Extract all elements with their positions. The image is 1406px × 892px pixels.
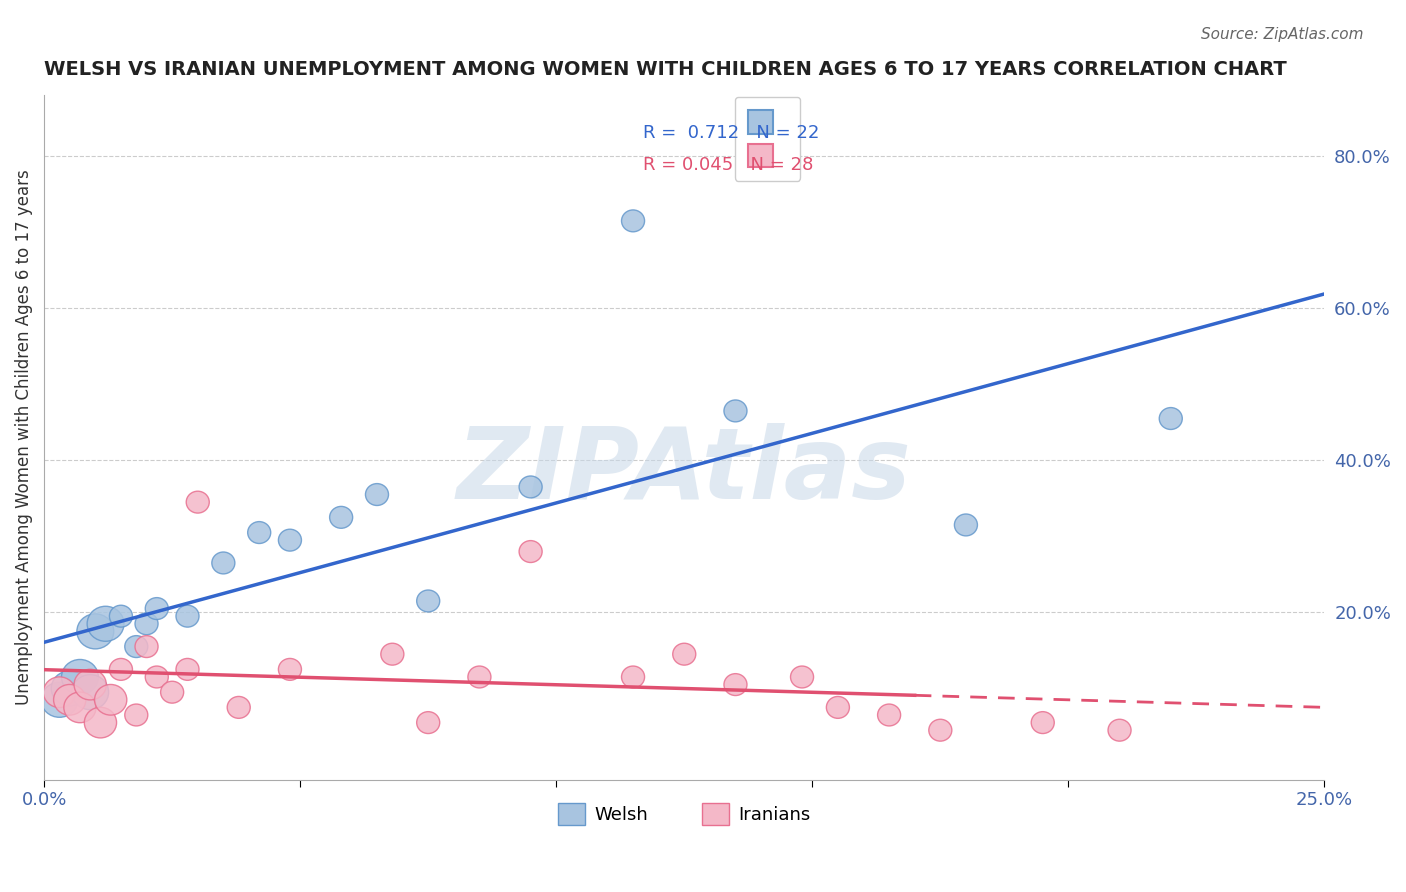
Ellipse shape [621,666,644,688]
Ellipse shape [519,476,543,498]
Legend: Welsh, Iranians: Welsh, Iranians [551,796,818,832]
Ellipse shape [63,692,96,723]
Ellipse shape [53,684,86,715]
Ellipse shape [790,666,814,688]
Ellipse shape [1108,719,1130,741]
Ellipse shape [212,552,235,574]
Text: R = 0.045   N = 28: R = 0.045 N = 28 [644,156,814,174]
Y-axis label: Unemployment Among Women with Children Ages 6 to 17 years: Unemployment Among Women with Children A… [15,169,32,706]
Ellipse shape [75,669,107,700]
Ellipse shape [672,643,696,665]
Ellipse shape [176,606,200,627]
Ellipse shape [877,704,901,726]
Ellipse shape [929,719,952,741]
Ellipse shape [955,514,977,536]
Ellipse shape [519,541,543,563]
Text: ZIPAtlas: ZIPAtlas [457,423,911,520]
Ellipse shape [1159,408,1182,429]
Ellipse shape [41,682,77,717]
Ellipse shape [724,673,747,696]
Ellipse shape [44,677,76,707]
Ellipse shape [366,483,388,506]
Ellipse shape [94,684,127,715]
Ellipse shape [416,712,440,733]
Ellipse shape [621,210,644,232]
Ellipse shape [381,643,404,665]
Ellipse shape [72,674,108,710]
Ellipse shape [77,614,114,648]
Ellipse shape [110,658,132,681]
Ellipse shape [329,507,353,528]
Ellipse shape [145,598,169,620]
Ellipse shape [84,707,117,738]
Ellipse shape [145,666,169,688]
Ellipse shape [228,697,250,718]
Ellipse shape [278,658,301,681]
Ellipse shape [160,681,184,703]
Ellipse shape [827,697,849,718]
Ellipse shape [125,636,148,657]
Ellipse shape [468,666,491,688]
Ellipse shape [87,607,124,641]
Ellipse shape [135,613,157,635]
Ellipse shape [51,671,89,706]
Ellipse shape [135,636,157,657]
Ellipse shape [416,590,440,612]
Ellipse shape [724,400,747,422]
Ellipse shape [186,491,209,513]
Text: Source: ZipAtlas.com: Source: ZipAtlas.com [1201,27,1364,42]
Ellipse shape [278,529,301,551]
Text: R =  0.712   N = 22: R = 0.712 N = 22 [644,124,820,142]
Ellipse shape [110,606,132,627]
Ellipse shape [176,658,200,681]
Ellipse shape [62,659,98,695]
Text: WELSH VS IRANIAN UNEMPLOYMENT AMONG WOMEN WITH CHILDREN AGES 6 TO 17 YEARS CORRE: WELSH VS IRANIAN UNEMPLOYMENT AMONG WOME… [44,60,1286,78]
Ellipse shape [247,522,271,543]
Ellipse shape [1031,712,1054,733]
Ellipse shape [125,704,148,726]
